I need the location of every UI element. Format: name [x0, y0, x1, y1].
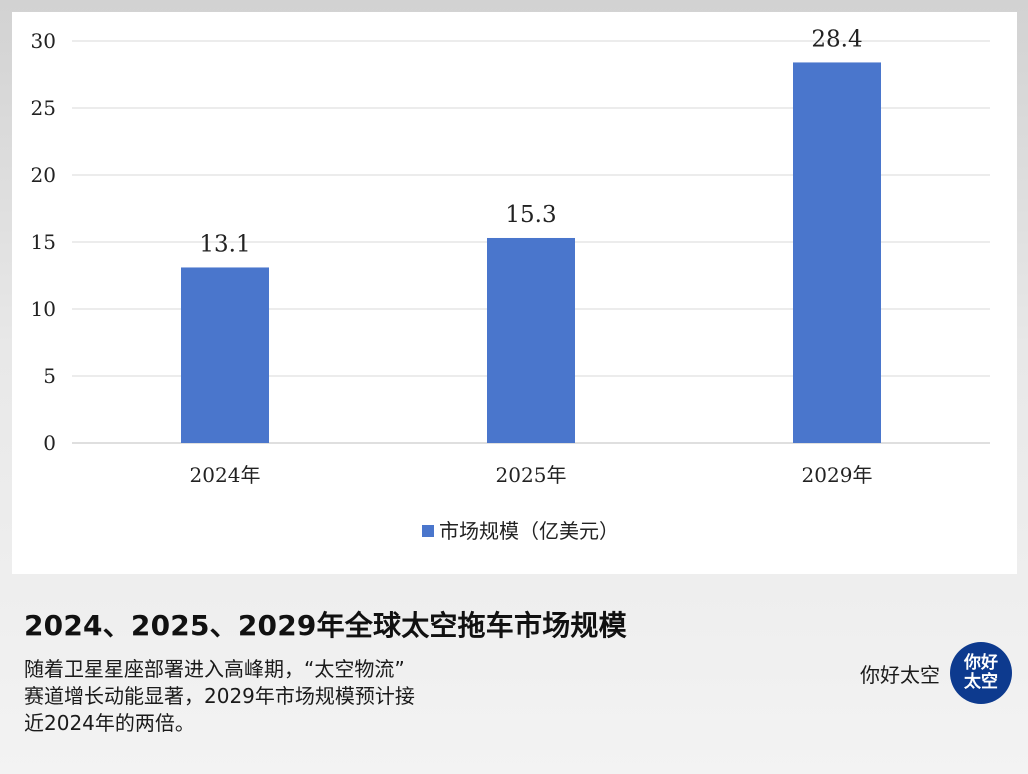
- x-tick-label: 2024年: [190, 463, 261, 487]
- chart-panel: 0 5 10 15 20 25 30 13.1 2024年 15.3 2025年 28.4 2029年市…: [12, 12, 1017, 574]
- x-tick-label: 2029年: [802, 463, 873, 487]
- y-tick-label: 10: [31, 297, 56, 321]
- bar-chart: 0 5 10 15 20 25 30 13.1 2024年 15.3 2025年 28.4 2029年市…: [31, 26, 990, 543]
- legend-swatch: [422, 525, 434, 537]
- caption-line: 赛道增长动能显著，2029年市场规模预计接: [24, 684, 415, 708]
- bar: [793, 62, 881, 443]
- y-tick-label: 0: [43, 431, 56, 455]
- caption-line: 近2024年的两倍。: [24, 711, 195, 735]
- caption-line: 随着卫星星座部署进入高峰期，“太空物流”: [24, 657, 405, 681]
- legend-label: 市场规模（亿美元）: [439, 519, 619, 543]
- caption-title: 2024、2025、2029年全球太空拖车市场规模: [24, 609, 627, 642]
- y-tick-label: 20: [31, 163, 56, 187]
- brand-name: 你好太空: [860, 662, 940, 687]
- y-tick-label: 30: [31, 29, 56, 53]
- data-label: 13.1: [199, 231, 250, 257]
- y-tick-label: 25: [31, 96, 56, 120]
- bar: [181, 267, 269, 443]
- y-tick-label: 15: [31, 230, 56, 254]
- brand-logo-text: 你好: [964, 653, 998, 673]
- data-label: 15.3: [505, 202, 556, 228]
- bar: [487, 237, 575, 443]
- caption-text: 随着卫星星座部署进入高峰期，“太空物流” 赛道增长动能显著，2029年市场规模预…: [24, 656, 524, 737]
- y-tick-label: 5: [43, 364, 56, 388]
- brand: 你好太空 你好 太空: [860, 642, 1012, 704]
- x-tick-label: 2025年: [496, 463, 567, 487]
- brand-logo-text: 太空: [964, 672, 998, 692]
- brand-logo: 你好 太空: [950, 642, 1012, 704]
- data-label: 28.4: [811, 26, 862, 52]
